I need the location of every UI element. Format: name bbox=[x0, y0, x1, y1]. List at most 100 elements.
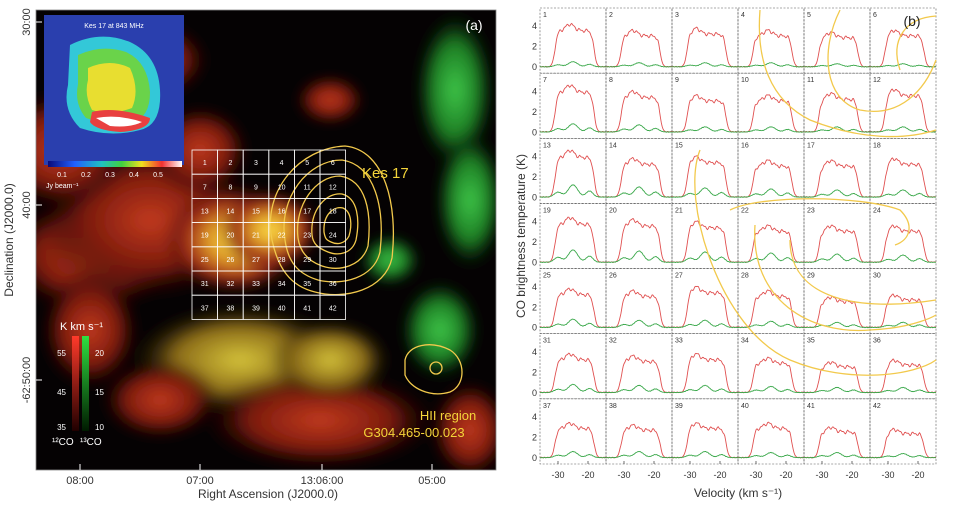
region-number: 20 bbox=[227, 233, 235, 240]
spectrum-cell bbox=[539, 333, 607, 400]
region-number: 30 bbox=[329, 257, 337, 264]
co13-spectrum-line bbox=[605, 124, 673, 133]
co13-spectrum-line bbox=[671, 126, 739, 133]
spectrum-cell bbox=[539, 7, 607, 74]
spectrum-cell bbox=[869, 268, 937, 335]
co13-spectrum-line bbox=[539, 318, 607, 329]
co13-spectrum-line bbox=[869, 63, 937, 68]
panel-b-xtick: -30 bbox=[617, 470, 630, 480]
co12-spectrum-line bbox=[737, 356, 804, 394]
panel-b-ytick: 0 bbox=[532, 258, 537, 268]
region-number: 33 bbox=[252, 281, 260, 288]
spectrum-cell-number: 16 bbox=[741, 142, 749, 149]
panel-b-ytick: 0 bbox=[532, 127, 537, 137]
panel-b-ytick: 0 bbox=[532, 388, 537, 398]
panel-a: Kes 17 at 843 MHz 0.1 0.2 0.3 0.4 0.5 Jy bea… bbox=[2, 8, 497, 501]
spectrum-cell-number: 39 bbox=[675, 403, 683, 410]
spectrum-cell bbox=[869, 137, 937, 204]
red-colorbar-ticks: 55 45 35 bbox=[57, 349, 66, 432]
region-number: 12 bbox=[329, 184, 337, 191]
spectrum-cell-number: 22 bbox=[741, 207, 749, 214]
spectrum-cell bbox=[737, 7, 805, 74]
co12-spectrum-line bbox=[539, 421, 607, 459]
panel-b-ylabel: CO brightness temperature (K) bbox=[514, 154, 528, 318]
co12-spectrum-line bbox=[671, 352, 739, 394]
spectrum-cell bbox=[737, 137, 805, 204]
red-colorbar-tick: 55 bbox=[57, 349, 66, 358]
spectrum-cell-number: 11 bbox=[807, 77, 814, 84]
panel-b-xtick: -30 bbox=[881, 470, 894, 480]
panel-b-xtick: -30 bbox=[749, 470, 762, 480]
co13-spectrum-line bbox=[737, 451, 805, 459]
spectrum-cell-number: 6 bbox=[873, 12, 877, 19]
spectrum-cell-number: 5 bbox=[807, 12, 811, 19]
co12-spectrum-line bbox=[539, 287, 607, 329]
co12-spectrum-line bbox=[738, 159, 805, 198]
spectrum-cell bbox=[671, 72, 739, 139]
spectrum-cell bbox=[803, 333, 871, 400]
co13-spectrum-line bbox=[869, 189, 937, 198]
region-number: 15 bbox=[252, 209, 260, 216]
region-number: 36 bbox=[329, 281, 337, 288]
inset-colorbar-tick: 0.5 bbox=[153, 172, 163, 179]
spectrum-cell bbox=[803, 268, 871, 335]
spectrum-cell bbox=[737, 72, 805, 139]
co13-spectrum-line bbox=[539, 383, 607, 394]
co13-spectrum-line bbox=[671, 187, 738, 198]
co12-spectrum-line bbox=[869, 427, 937, 459]
green-colorbar-ticks: 20 15 10 bbox=[95, 349, 104, 432]
hii-region-contour bbox=[404, 344, 463, 395]
green-colorbar-label: ¹³CO bbox=[80, 437, 102, 448]
dec-tick-label: 40:00 bbox=[21, 191, 33, 219]
co13-spectrum-line bbox=[803, 321, 871, 329]
spectrum-cell bbox=[671, 137, 739, 204]
region-number: 34 bbox=[278, 281, 286, 288]
co12-spectrum-line bbox=[605, 156, 673, 198]
spectrum-cell-number: 7 bbox=[543, 77, 547, 84]
panel-b-ytick: 4 bbox=[532, 21, 537, 31]
panel-a-label: (a) bbox=[465, 17, 482, 33]
region-number: 18 bbox=[329, 209, 337, 216]
panel-b-xtick: -30 bbox=[815, 470, 828, 480]
spectrum-cell bbox=[671, 203, 739, 269]
panel-b-ytick: 4 bbox=[532, 347, 537, 357]
region-number: 28 bbox=[278, 257, 286, 264]
region-number: 23 bbox=[303, 233, 311, 240]
red-colorbar-tick: 35 bbox=[57, 423, 66, 432]
region-number: 35 bbox=[303, 281, 311, 288]
spectrum-cell-number: 14 bbox=[609, 142, 617, 149]
co12-spectrum-line bbox=[803, 295, 871, 329]
co13-spectrum-line bbox=[672, 384, 739, 394]
hii-label-2: G304.465-00.023 bbox=[363, 425, 464, 440]
panel-b-contours bbox=[694, 9, 937, 376]
ra-tick-label: 05:00 bbox=[418, 475, 446, 487]
spectrum-cell-number: 1 bbox=[543, 12, 547, 19]
spectrum-cell-number: 21 bbox=[675, 207, 683, 214]
spectrum-cell bbox=[539, 268, 607, 335]
region-number: 25 bbox=[201, 257, 209, 264]
spectrum-cell-number: 23 bbox=[807, 207, 815, 214]
spectrum-cell-number: 25 bbox=[543, 273, 551, 280]
spectrum-cell-number: 13 bbox=[543, 142, 551, 149]
co13-spectrum-line bbox=[737, 320, 805, 329]
region-number: 11 bbox=[304, 184, 311, 191]
panel-b-ytick: 2 bbox=[532, 367, 537, 377]
co13-spectrum-line bbox=[671, 251, 739, 264]
spectrum-cell-number: 3 bbox=[675, 12, 679, 19]
spectrum-cell-number: 24 bbox=[873, 207, 881, 214]
spectrum-cell bbox=[605, 137, 673, 204]
co13-spectrum-line bbox=[803, 63, 871, 68]
ra-axis-title: Right Ascension (J2000.0) bbox=[198, 487, 338, 501]
red-colorbar-tick: 45 bbox=[57, 388, 66, 397]
co13-spectrum-line bbox=[803, 189, 871, 198]
panel-b-xtick: -20 bbox=[779, 470, 792, 480]
co13-spectrum-line bbox=[870, 386, 937, 394]
spectrum-cell-number: 12 bbox=[873, 77, 881, 84]
co12-spectrum-line bbox=[540, 216, 607, 264]
spectrum-cell-number: 30 bbox=[873, 273, 881, 280]
co-colorbars: K km s⁻¹ 55 45 35 20 15 10 ¹²CO ¹³CO bbox=[52, 321, 104, 448]
region-number: 2 bbox=[228, 160, 232, 167]
region-number: 10 bbox=[278, 184, 286, 191]
